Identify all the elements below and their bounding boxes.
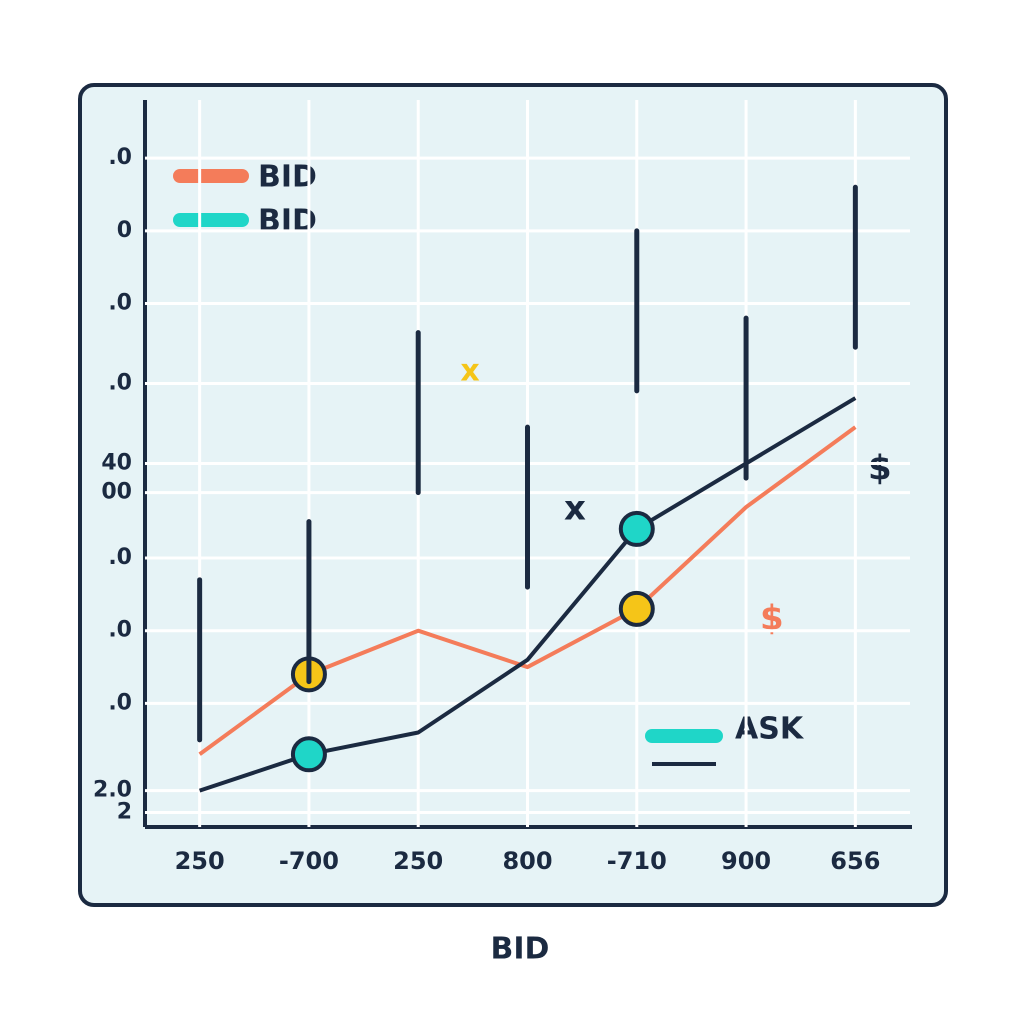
y-tick-label: 0 <box>117 218 132 243</box>
point <box>290 736 327 773</box>
frame <box>78 83 948 907</box>
x-tick-label: 250 <box>175 847 225 875</box>
x-axis-label: BID <box>491 932 550 967</box>
y-tick-label: 2.0 <box>93 778 132 803</box>
annotation: x <box>460 354 479 389</box>
point <box>618 590 655 627</box>
y-tick-label: 40 <box>101 451 132 476</box>
legend-label: BID <box>258 204 317 239</box>
x-tick-label: 656 <box>830 847 880 875</box>
annotation: $ <box>760 599 784 639</box>
y-tick-label: 00 <box>101 480 132 505</box>
annotation: x <box>564 489 586 529</box>
x-tick-label: 250 <box>393 847 443 875</box>
y-tick-label: .0 <box>108 618 132 643</box>
y-tick-label: .0 <box>108 291 132 316</box>
legend-label: BID <box>258 160 317 195</box>
y-tick-label: .0 <box>108 690 132 715</box>
y-tick-label: .0 <box>108 145 132 170</box>
x-tick-label: 900 <box>721 847 771 875</box>
annotation: $ <box>868 449 892 489</box>
point <box>618 510 655 547</box>
x-tick-label: -710 <box>607 847 667 875</box>
y-tick-label: .0 <box>108 371 132 396</box>
y-tick-label: 2 <box>117 799 132 824</box>
y-tick-label: .0 <box>108 545 132 570</box>
x-tick-label: 800 <box>502 847 552 875</box>
x-tick-label: -700 <box>279 847 339 875</box>
